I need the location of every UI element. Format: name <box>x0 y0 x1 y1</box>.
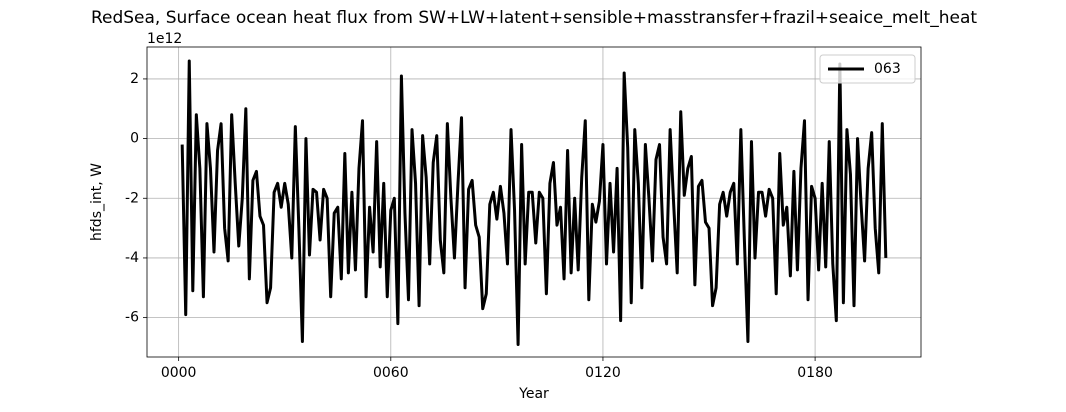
y-tick-label: -6 <box>125 310 139 326</box>
x-tick-label: 0120 <box>585 365 621 381</box>
data-line <box>180 59 888 346</box>
y-tick-label: -2 <box>125 190 139 206</box>
y-tick-label: -4 <box>125 250 139 266</box>
axes-frame <box>146 46 922 358</box>
y-offset-label: 1e12 <box>147 31 182 47</box>
chart-title: RedSea, Surface ocean heat flux from SW+… <box>91 8 977 28</box>
x-tick-label: 0180 <box>797 365 833 381</box>
y-tick-label: 0 <box>130 131 139 147</box>
y-axis-label: hfds_int, W <box>89 163 105 241</box>
legend-label: 063 <box>874 61 901 77</box>
legend-box <box>819 54 916 84</box>
x-tick-label: 0060 <box>373 365 409 381</box>
x-tick-label: 0000 <box>161 365 197 381</box>
x-axis-label: Year <box>518 386 549 402</box>
y-tick-label: 2 <box>130 71 139 87</box>
